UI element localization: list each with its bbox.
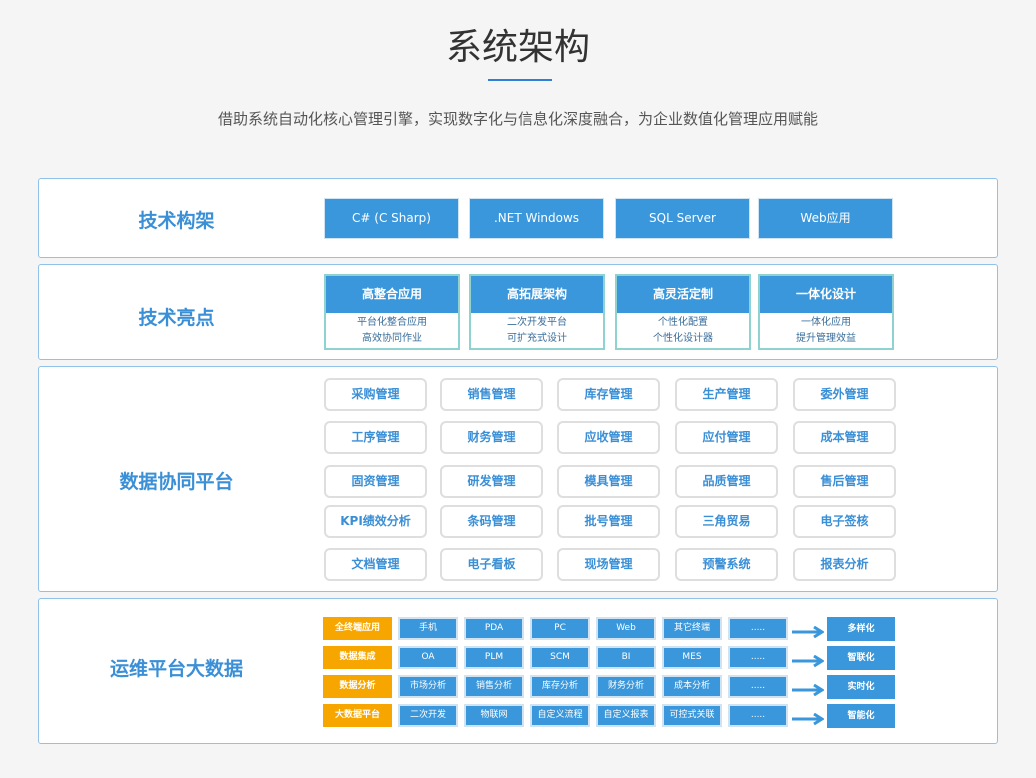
result-label: 多样化 [827,617,895,641]
module-button[interactable]: 生产管理 [675,378,778,411]
arrow-right-icon [792,623,825,639]
ops-cell: ..... [728,646,788,669]
page-title: 系统架构 [445,27,590,68]
ops-cell: ..... [728,704,788,727]
highlight-line: 提升管理效益 [796,333,856,344]
ops-cell: 成本分析 [662,675,722,698]
category-label: 全终端应用 [323,617,392,640]
ops-cell: 二次开发 [398,704,458,727]
panel-label: 技术亮点 [138,307,215,329]
result-label: 智联化 [827,646,895,670]
ops-cell: 市场分析 [398,675,458,698]
highlight-line: 个性化配置 [658,317,708,328]
arrow-right-icon [792,681,825,697]
highlight-card: 高整合应用 平台化整合应用 高效协同作业 [324,274,460,350]
tech-item: Web应用 [758,198,893,239]
module-button[interactable]: 三角贸易 [675,505,778,538]
module-button[interactable]: 财务管理 [440,421,543,454]
ops-cell: 财务分析 [596,675,656,698]
ops-cell: 物联网 [464,704,524,727]
module-button[interactable]: 委外管理 [793,378,896,411]
module-button[interactable]: 应付管理 [675,421,778,454]
ops-cell: Web [596,617,656,640]
ops-cell: ..... [728,617,788,640]
panel-label: 数据协同平台 [119,471,234,493]
module-button[interactable]: KPI绩效分析 [324,505,427,538]
highlight-lines: 平台化整合应用 高效协同作业 [326,313,458,347]
arrow-right-icon [792,652,825,668]
module-button[interactable]: 电子看板 [440,548,543,581]
highlight-title: 高整合应用 [326,276,458,313]
ops-cell: 其它终端 [662,617,722,640]
result-label: 实时化 [827,675,895,699]
ops-cell: PDA [464,617,524,640]
module-button[interactable]: 成本管理 [793,421,896,454]
module-button[interactable]: 采购管理 [324,378,427,411]
title-underline [488,79,552,81]
module-button[interactable]: 预警系统 [675,548,778,581]
module-button[interactable]: 条码管理 [440,505,543,538]
ops-cell: 自定义报表 [596,704,656,727]
highlight-line: 个性化设计器 [653,333,713,344]
module-button[interactable]: 文档管理 [324,548,427,581]
module-button[interactable]: 现场管理 [557,548,660,581]
highlight-line: 一体化应用 [801,317,851,328]
ops-cell: 销售分析 [464,675,524,698]
category-label: 数据集成 [323,646,392,669]
ops-cell: PC [530,617,590,640]
module-button[interactable]: 品质管理 [675,465,778,498]
ops-cell: ..... [728,675,788,698]
highlight-title: 高拓展架构 [471,276,603,313]
highlight-lines: 一体化应用提升管理效益 [760,313,892,347]
module-button[interactable]: 工序管理 [324,421,427,454]
ops-cell: 库存分析 [530,675,590,698]
tech-item: C# (C Sharp) [324,198,459,239]
ops-cell: 自定义流程 [530,704,590,727]
module-button[interactable]: 固资管理 [324,465,427,498]
ops-cell: SCM [530,646,590,669]
ops-cell: OA [398,646,458,669]
module-button[interactable]: 销售管理 [440,378,543,411]
page-subtitle: 借助系统自动化核心管理引擎，实现数字化与信息化深度融合，为企业数值化管理应用赋能 [217,110,818,128]
ops-cell: BI [596,646,656,669]
highlight-title: 一体化设计 [760,276,892,313]
highlight-line: 二次开发平台 [507,317,567,328]
module-button[interactable]: 批号管理 [557,505,660,538]
tech-item: .NET Windows [469,198,604,239]
ops-cell: MES [662,646,722,669]
highlight-line: 高效协同作业 [362,333,422,344]
category-label: 大数据平台 [323,704,392,727]
tech-item: SQL Server [615,198,750,239]
module-button[interactable]: 应收管理 [557,421,660,454]
ops-cell: 可控式关联 [662,704,722,727]
highlight-lines: 二次开发平台 可扩充式设计 [471,313,603,347]
highlight-title: 高灵活定制 [617,276,749,313]
highlight-card: 高灵活定制个性化配置个性化设计器 [615,274,751,350]
module-button[interactable]: 电子签核 [793,505,896,538]
module-button[interactable]: 报表分析 [793,548,896,581]
panel-label: 运维平台大数据 [109,658,243,680]
panel-label: 技术构架 [138,210,215,232]
module-button[interactable]: 研发管理 [440,465,543,498]
module-button[interactable]: 模具管理 [557,465,660,498]
result-label: 智能化 [827,704,895,728]
highlight-card: 高拓展架构 二次开发平台 可扩充式设计 [469,274,605,350]
category-label: 数据分析 [323,675,392,698]
module-button[interactable]: 售后管理 [793,465,896,498]
highlight-lines: 个性化配置个性化设计器 [617,313,749,347]
arrow-right-icon [792,710,825,726]
ops-cell: 手机 [398,617,458,640]
highlight-line: 可扩充式设计 [507,333,567,344]
highlight-card: 一体化设计一体化应用提升管理效益 [758,274,894,350]
highlight-line: 平台化整合应用 [357,317,427,328]
ops-cell: PLM [464,646,524,669]
module-button[interactable]: 库存管理 [557,378,660,411]
